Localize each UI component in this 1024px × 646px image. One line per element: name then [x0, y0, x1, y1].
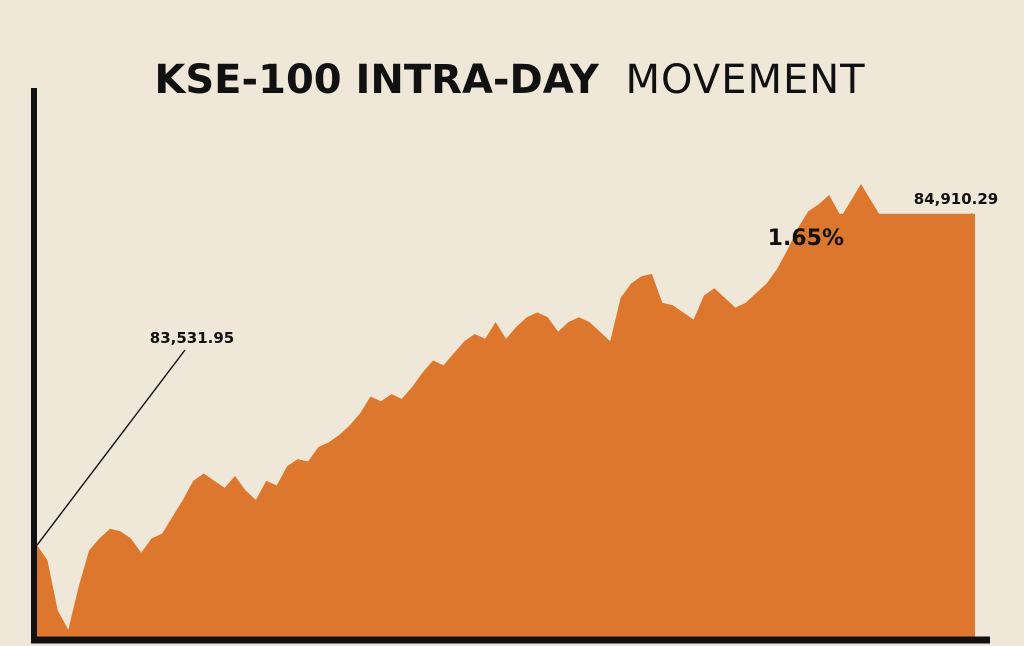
- up-arrow-icon: [841, 184, 881, 250]
- chart-title-light: MOVEMENT: [626, 57, 866, 103]
- open-value-label: 83,531.95: [150, 329, 234, 347]
- chart-title-bold: KSE-100 INTRA-DAY: [154, 57, 599, 103]
- open-leader-line: [36, 349, 186, 546]
- chart-title: KSE-100 INTRA-DAY MOVEMENT: [154, 57, 865, 103]
- close-value-label: 84,910.29: [914, 190, 998, 208]
- area-series: [37, 195, 975, 637]
- change-percent-label: 1.65%: [768, 226, 844, 251]
